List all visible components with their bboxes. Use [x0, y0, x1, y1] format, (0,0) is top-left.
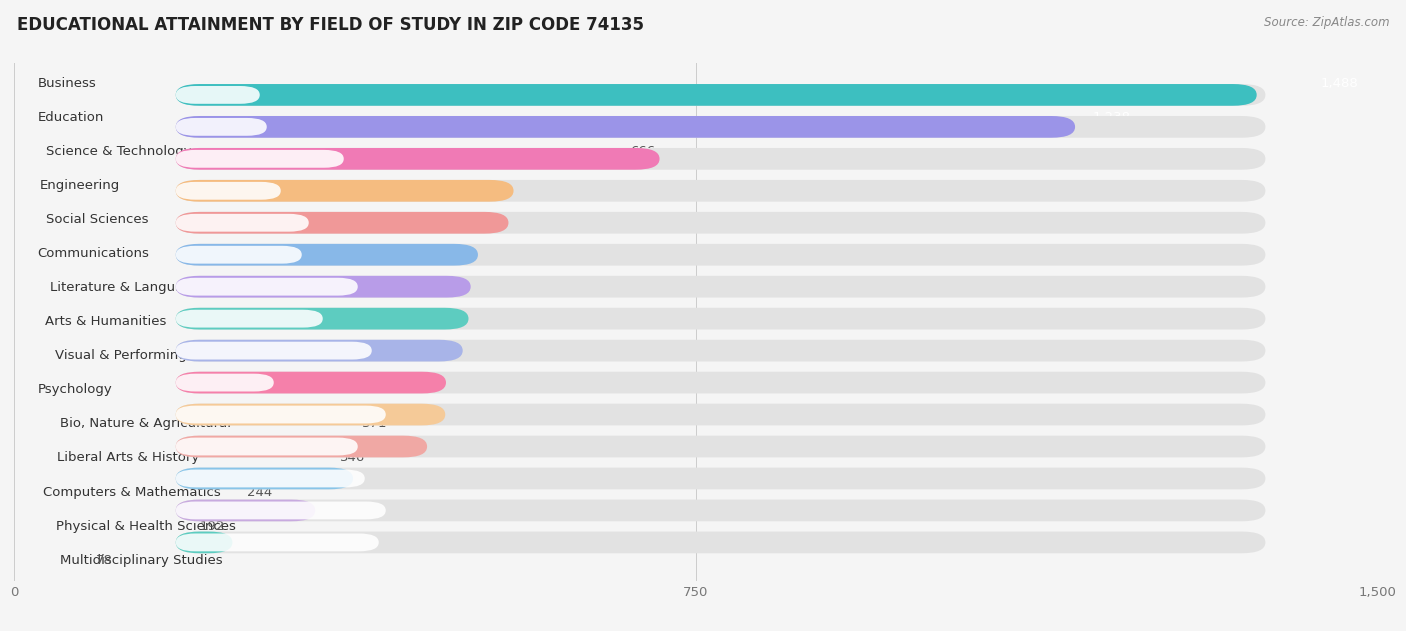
Text: 371: 371: [363, 418, 388, 430]
Text: Science & Technology: Science & Technology: [46, 145, 193, 158]
Text: Communications: Communications: [37, 247, 149, 260]
Text: Social Sciences: Social Sciences: [46, 213, 149, 226]
Text: 406: 406: [394, 281, 419, 294]
Text: 244: 244: [247, 485, 273, 498]
Text: Arts & Humanities: Arts & Humanities: [45, 316, 167, 328]
Text: 192: 192: [200, 519, 225, 533]
Text: Visual & Performing Arts: Visual & Performing Arts: [55, 350, 218, 362]
Text: 78: 78: [96, 553, 112, 567]
Text: Literature & Languages: Literature & Languages: [49, 281, 207, 294]
Text: Psychology: Psychology: [38, 384, 112, 396]
Text: Source: ZipAtlas.com: Source: ZipAtlas.com: [1264, 16, 1389, 29]
Text: Liberal Arts & History: Liberal Arts & History: [56, 451, 200, 464]
Text: Engineering: Engineering: [39, 179, 120, 192]
Text: EDUCATIONAL ATTAINMENT BY FIELD OF STUDY IN ZIP CODE 74135: EDUCATIONAL ATTAINMENT BY FIELD OF STUDY…: [17, 16, 644, 34]
Text: Multidisciplinary Studies: Multidisciplinary Studies: [60, 553, 222, 567]
Text: 416: 416: [404, 247, 429, 260]
Text: 458: 458: [441, 213, 467, 226]
Text: 666: 666: [630, 145, 655, 158]
Text: 346: 346: [340, 451, 364, 464]
Text: 1,238: 1,238: [1092, 111, 1130, 124]
Text: Computers & Mathematics: Computers & Mathematics: [44, 485, 221, 498]
Text: Business: Business: [37, 77, 96, 90]
Text: 372: 372: [363, 384, 388, 396]
Text: 465: 465: [447, 179, 472, 192]
Text: Bio, Nature & Agricultural: Bio, Nature & Agricultural: [60, 418, 231, 430]
Text: 395: 395: [384, 350, 409, 362]
Text: 403: 403: [391, 316, 416, 328]
Text: Education: Education: [38, 111, 104, 124]
Text: 1,488: 1,488: [1320, 77, 1358, 90]
Text: Physical & Health Sciences: Physical & Health Sciences: [56, 519, 235, 533]
